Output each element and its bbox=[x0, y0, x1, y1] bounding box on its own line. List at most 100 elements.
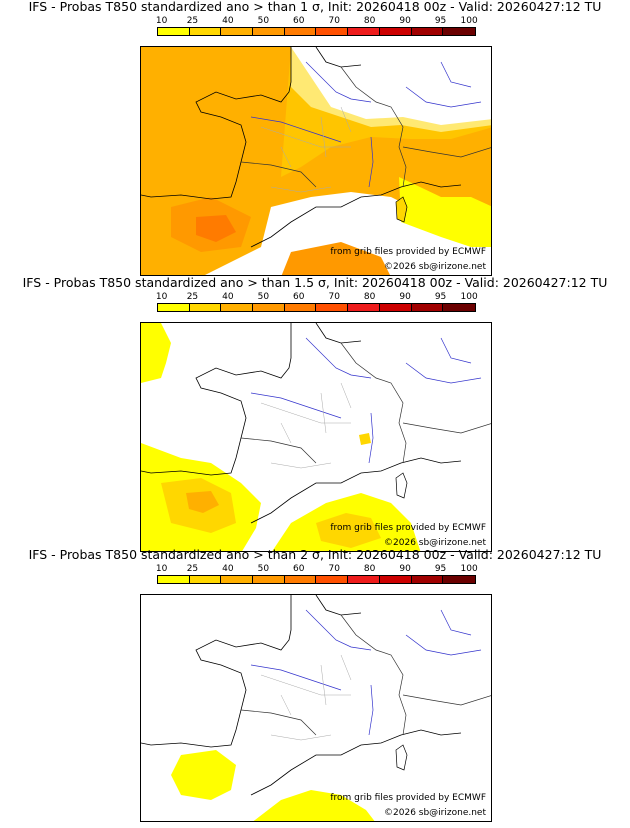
coastline bbox=[141, 323, 292, 476]
legend-swatch bbox=[411, 576, 444, 583]
legend-tick-label: 80 bbox=[363, 564, 376, 574]
data-source-credit: from grib files provided by ECMWF bbox=[330, 793, 486, 803]
region-border bbox=[260, 382, 352, 469]
legend-swatch bbox=[411, 28, 444, 35]
prob-area-40 bbox=[186, 491, 219, 513]
legend-swatch bbox=[316, 304, 349, 311]
legend-tick-label: 100 bbox=[460, 564, 478, 574]
legend-ticks: 10 25 40 50 60 70 80 90 95 100 bbox=[155, 16, 478, 26]
legend-colorbar bbox=[157, 303, 476, 312]
copyright-credit: ©2026 sb@irizone.net bbox=[384, 808, 486, 818]
country-border bbox=[240, 161, 317, 188]
legend-swatch bbox=[253, 28, 285, 35]
probability-legend: 10 25 40 50 60 70 80 90 95 100 bbox=[155, 564, 478, 588]
legend-ticks: 10 25 40 50 60 70 80 90 95 100 bbox=[155, 564, 478, 574]
river bbox=[250, 392, 342, 419]
legend-swatch bbox=[443, 304, 475, 311]
legend-swatch bbox=[379, 304, 412, 311]
legend-tick-label: 25 bbox=[186, 564, 199, 574]
legend-swatch bbox=[158, 576, 190, 583]
country-border bbox=[340, 342, 407, 464]
river bbox=[368, 684, 374, 736]
prob-area-50-south bbox=[281, 242, 390, 275]
legend-tick-label: 10 bbox=[155, 292, 168, 302]
corsica-island bbox=[395, 472, 408, 499]
copyright-credit: ©2026 sb@irizone.net bbox=[384, 538, 486, 548]
legend-tick-label: 90 bbox=[399, 564, 411, 574]
legend-swatch bbox=[253, 304, 285, 311]
legend-swatch bbox=[158, 304, 190, 311]
coastline-north bbox=[315, 323, 362, 344]
coastline bbox=[141, 595, 292, 748]
legend-tick-label: 95 bbox=[434, 564, 447, 574]
probability-map: from grib files provided by ECMWF ©2026 … bbox=[140, 594, 492, 822]
legend-swatch bbox=[379, 576, 412, 583]
copyright-credit: ©2026 sb@irizone.net bbox=[384, 262, 486, 272]
country-border bbox=[240, 709, 317, 736]
prob-area-25 bbox=[281, 47, 491, 177]
legend-swatch bbox=[348, 28, 380, 35]
legend-swatch bbox=[189, 304, 222, 311]
corsica-island bbox=[395, 196, 408, 223]
river bbox=[405, 86, 482, 108]
legend-tick-label: 70 bbox=[328, 564, 340, 574]
legend-tick-label: 90 bbox=[399, 16, 411, 26]
legend-swatch bbox=[348, 304, 380, 311]
legend-tick-label: 10 bbox=[155, 16, 168, 26]
coastline-med bbox=[250, 181, 462, 248]
legend-swatch bbox=[316, 576, 349, 583]
coastline-med bbox=[250, 457, 462, 524]
legend-tick-label: 25 bbox=[186, 292, 199, 302]
prob-area-25-east bbox=[316, 513, 381, 548]
legend-tick-label: 50 bbox=[257, 16, 270, 26]
region-border bbox=[260, 654, 352, 741]
prob-area-10 bbox=[171, 750, 236, 800]
river bbox=[305, 61, 372, 103]
probability-legend: 10 25 40 50 60 70 80 90 95 100 bbox=[155, 292, 478, 316]
country-border bbox=[402, 694, 491, 706]
country-border bbox=[402, 146, 491, 158]
river bbox=[405, 362, 482, 384]
river bbox=[440, 61, 472, 88]
legend-swatch bbox=[379, 28, 412, 35]
probability-legend: 10 25 40 50 60 70 80 90 95 100 bbox=[155, 16, 478, 40]
prob-area-10-south bbox=[253, 790, 375, 821]
river bbox=[305, 337, 372, 379]
legend-swatch bbox=[221, 304, 254, 311]
river bbox=[440, 337, 472, 364]
prob-area-small bbox=[359, 433, 371, 445]
legend-swatch bbox=[158, 28, 190, 35]
river bbox=[250, 116, 342, 143]
legend-swatch bbox=[221, 28, 254, 35]
legend-tick-label: 100 bbox=[460, 16, 478, 26]
legend-tick-label: 95 bbox=[434, 16, 447, 26]
legend-tick-label: 100 bbox=[460, 292, 478, 302]
panel-title: IFS - Probas T850 standardized ano > tha… bbox=[28, 547, 602, 562]
legend-tick-label: 60 bbox=[293, 16, 305, 26]
legend-tick-label: 40 bbox=[222, 292, 234, 302]
river bbox=[405, 634, 482, 656]
legend-colorbar bbox=[157, 575, 476, 584]
coastline-north bbox=[315, 47, 362, 68]
corsica-island bbox=[395, 744, 408, 771]
legend-tick-label: 25 bbox=[186, 16, 199, 26]
legend-swatch bbox=[443, 576, 475, 583]
data-source-credit: from grib files provided by ECMWF bbox=[330, 523, 486, 533]
legend-swatch bbox=[443, 28, 475, 35]
legend-swatch bbox=[284, 304, 317, 311]
legend-tick-label: 50 bbox=[257, 564, 270, 574]
legend-swatch bbox=[284, 28, 317, 35]
legend-tick-label: 70 bbox=[328, 16, 340, 26]
legend-tick-label: 40 bbox=[222, 564, 234, 574]
legend-swatch bbox=[284, 576, 317, 583]
panel-1-sigma: IFS - Probas T850 standardized ano > tha… bbox=[0, 0, 630, 276]
legend-swatch bbox=[221, 576, 254, 583]
map-svg bbox=[141, 47, 491, 275]
legend-tick-label: 60 bbox=[293, 292, 305, 302]
legend-swatch bbox=[189, 576, 222, 583]
legend-tick-label: 10 bbox=[155, 564, 168, 574]
map-svg bbox=[141, 595, 491, 821]
prob-area-10 bbox=[141, 323, 171, 383]
legend-tick-label: 80 bbox=[363, 292, 376, 302]
legend-swatch bbox=[189, 28, 222, 35]
